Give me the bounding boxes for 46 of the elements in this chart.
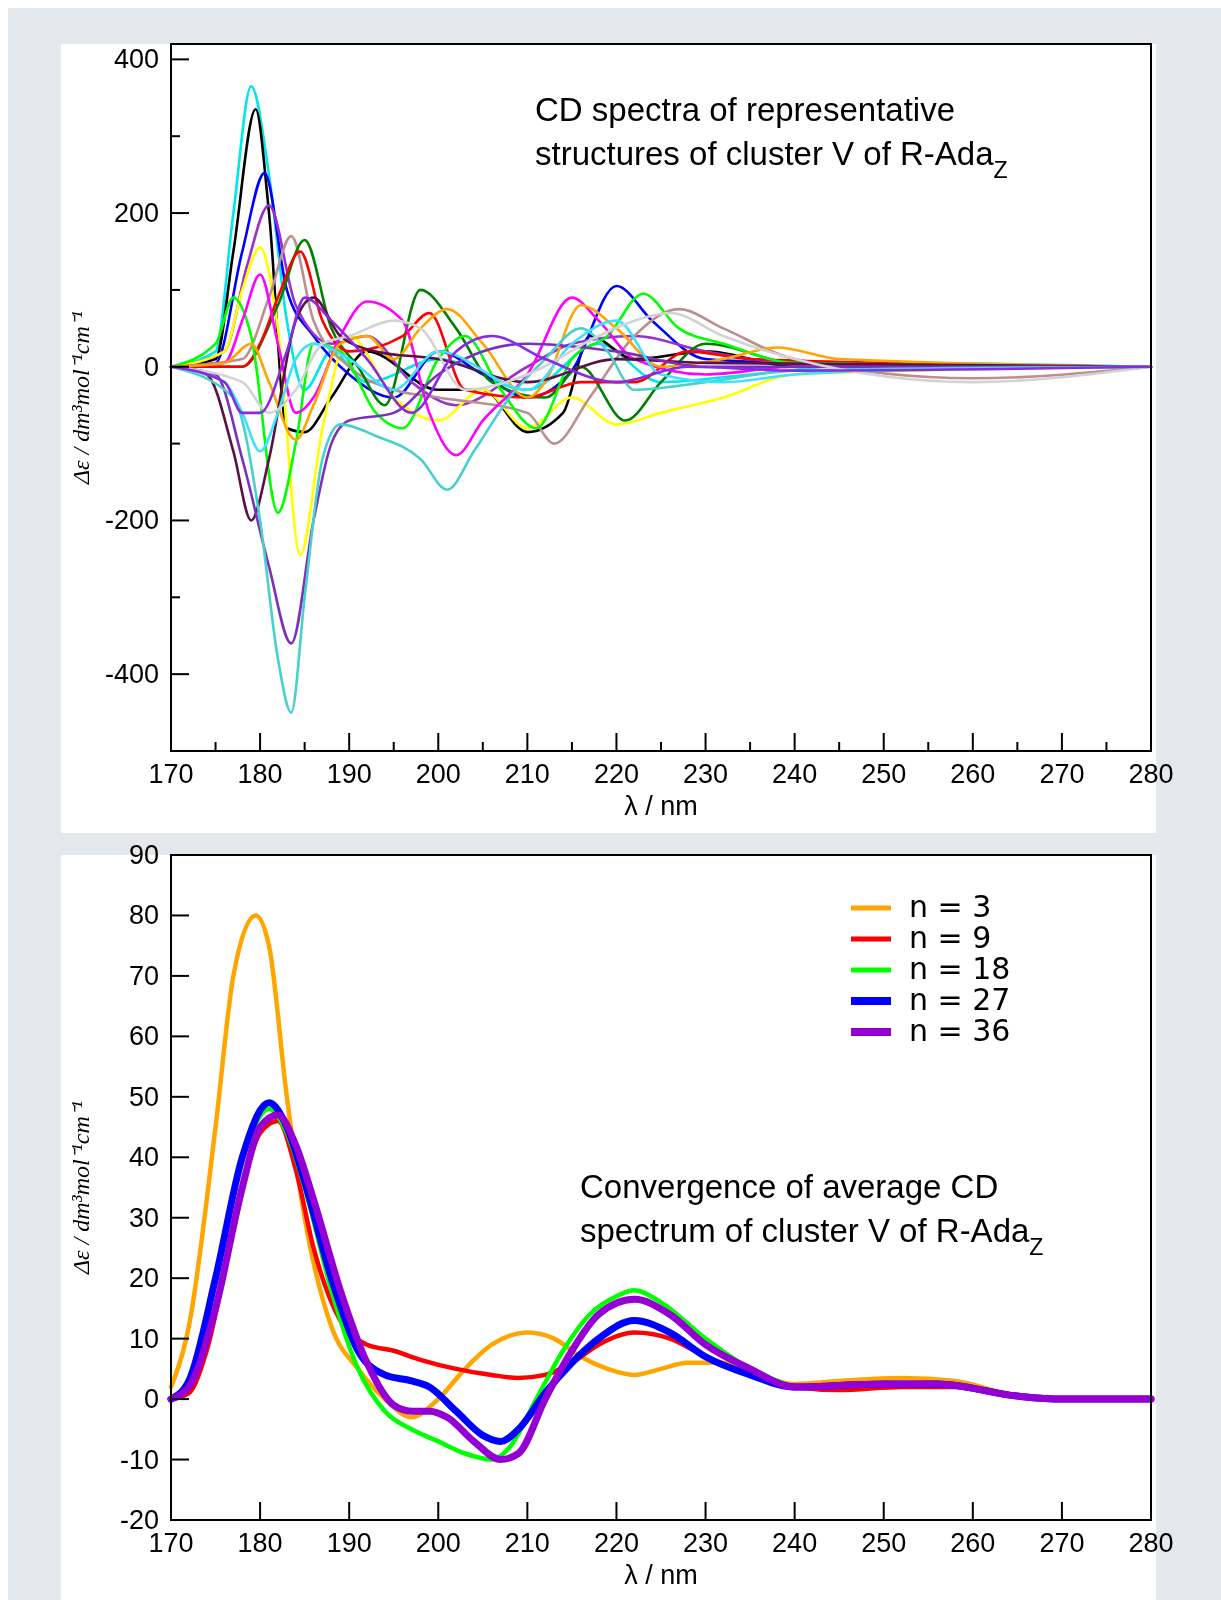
y-tick-label: -400 xyxy=(104,659,159,690)
x-tick-label: 200 xyxy=(415,1528,461,1558)
x-tick-label: 240 xyxy=(772,1528,818,1558)
y-tick-label: 400 xyxy=(113,44,159,75)
y-tick-label: 30 xyxy=(128,1202,159,1233)
y-tick-label: 40 xyxy=(128,1142,159,1173)
x-tick-label: 180 xyxy=(237,1528,283,1558)
y-tick-label: 80 xyxy=(128,900,159,931)
annotation: CD spectra of representative structures of cluster V of R-Ada$_{Z}$ xyxy=(535,91,1008,183)
x-tick-label: 220 xyxy=(593,1528,639,1558)
y-tick-label: 90 xyxy=(128,840,159,870)
x-tick-label: 200 xyxy=(415,759,461,789)
x-tick-label: 250 xyxy=(861,759,907,789)
y-axis-title: Δε / dm³mol⁻¹cm⁻¹ xyxy=(68,310,94,486)
y-tick-label: 60 xyxy=(128,1021,159,1052)
y-tick-label: 10 xyxy=(128,1323,159,1354)
y-tick-label: -10 xyxy=(119,1444,159,1475)
x-tick-label: 270 xyxy=(1039,1528,1085,1558)
x-tick-label: 170 xyxy=(148,759,194,789)
y-tick-label: 0 xyxy=(143,351,159,382)
y-tick-label: 0 xyxy=(143,1384,159,1415)
x-tick-label: 250 xyxy=(861,1528,907,1558)
x-tick-label: 270 xyxy=(1039,759,1085,789)
x-tick-label: 280 xyxy=(1128,1528,1174,1558)
x-tick-label: 180 xyxy=(237,759,283,789)
x-tick-label: 240 xyxy=(772,759,818,789)
y-tick-label: 70 xyxy=(128,960,159,991)
x-tick-label: 220 xyxy=(593,759,639,789)
y-tick-label: 50 xyxy=(128,1081,159,1112)
y-axis-title: Δε / dm³mol⁻¹cm⁻¹ xyxy=(68,1100,94,1276)
annotation: Convergence of average CD spectrum of cluster V of R-Ada$_{Z}$ xyxy=(580,1168,1044,1260)
x-axis-title: λ / nm xyxy=(624,1560,698,1590)
x-tick-label: 210 xyxy=(504,1528,550,1558)
x-axis-title: λ / nm xyxy=(624,791,698,821)
x-tick-label: 190 xyxy=(326,759,372,789)
x-tick-label: 280 xyxy=(1128,759,1174,789)
x-tick-label: 260 xyxy=(950,759,996,789)
x-tick-label: 260 xyxy=(950,1528,996,1558)
x-tick-label: 190 xyxy=(326,1528,372,1558)
x-tick-label: 230 xyxy=(683,759,729,789)
y-tick-label: 20 xyxy=(128,1263,159,1294)
y-tick-label: 200 xyxy=(113,198,159,229)
y-tick-label: -200 xyxy=(104,505,159,536)
x-tick-label: 210 xyxy=(504,759,550,789)
x-tick-label: 230 xyxy=(683,1528,729,1558)
x-tick-label: 170 xyxy=(148,1528,194,1558)
